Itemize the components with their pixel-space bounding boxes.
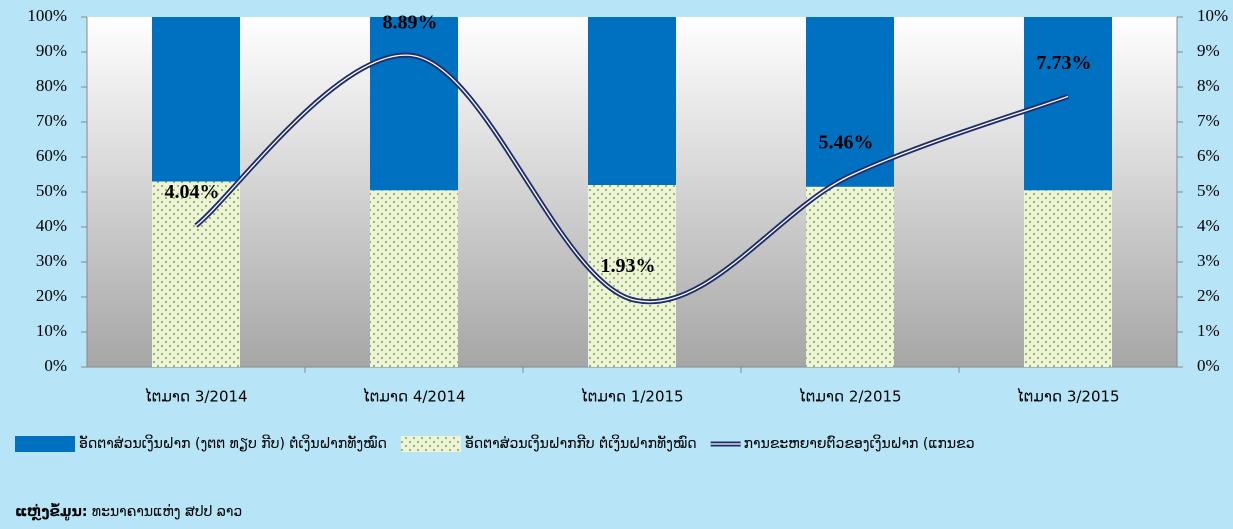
x-tick-label: ໄຕມາດ 1/2015 [580,387,683,406]
source-text: ທະນາຄານແຫ່ງ ສປປ ລາວ [92,504,242,520]
legend-label: ການຂະຫຍາຍຕົວຂອງເງິນຝາກ (ແກນຂວ [744,434,975,452]
bar [152,17,240,182]
y-tick-label: 10% [36,321,67,340]
y2-tick-label: 5% [1197,181,1220,200]
data-label: 4.04% [165,181,220,203]
data-label: 8.89% [383,11,438,33]
y-tick-label: 60% [36,146,67,165]
data-label: 5.46% [819,131,874,153]
bar [588,185,676,367]
x-tick-label: ໄຕມາດ 3/2014 [144,387,247,406]
x-tick-label: ໄຕມາດ 3/2015 [1016,387,1119,406]
y-tick-label: 30% [36,251,67,270]
y-tick-label: 100% [27,6,67,25]
y2-tick-label: 9% [1197,41,1220,60]
x-tick-label: ໄຕມາດ 2/2015 [798,387,901,406]
data-label: 7.73% [1037,52,1092,74]
legend-label: ອັດຕາສ່ວນເງິນຝາກກີບ ຕໍ່ເງິນຝາກທັງໝົດ [465,434,697,452]
bar [806,17,894,187]
source: ແຫຼ່ງຂໍ້ມູນ: ທະນາຄານແຫ່ງ ສປປ ລາວ [15,503,242,521]
y-tick-label: 90% [36,41,67,60]
legend-swatch [15,436,75,452]
y-tick-label: 70% [36,111,67,130]
y2-tick-label: 2% [1197,286,1220,305]
legend-label: ອັດຕາສ່ວນເງິນຝາກ (ງຕຕ ທຽບ ກີບ) ຕໍ່ເງິນຝາ… [79,434,387,452]
y-tick-label: 0% [44,356,67,375]
y-tick-label: 40% [36,216,67,235]
bar [370,190,458,367]
y-tick-label: 50% [36,181,67,200]
y2-tick-label: 3% [1197,251,1220,270]
data-label: 1.93% [601,255,656,277]
y2-tick-label: 4% [1197,216,1220,235]
y2-tick-label: 7% [1197,111,1220,130]
bar [1024,190,1112,367]
legend-swatch [400,436,461,452]
bar [370,17,458,191]
bar [588,17,676,185]
source-label: ແຫຼ່ງຂໍ້ມູນ: [15,503,87,521]
line-series-inner [195,54,1069,303]
y-tick-label: 80% [36,76,67,95]
y-tick-label: 20% [36,286,67,305]
y2-tick-label: 0% [1197,356,1220,375]
bar [1024,17,1112,191]
bar [806,186,894,367]
bar [152,181,240,367]
y2-tick-label: 10% [1197,6,1228,25]
y2-tick-label: 6% [1197,146,1220,165]
y2-tick-label: 1% [1197,321,1220,340]
x-tick-label: ໄຕມາດ 4/2014 [362,387,465,406]
y2-tick-label: 8% [1197,76,1220,95]
